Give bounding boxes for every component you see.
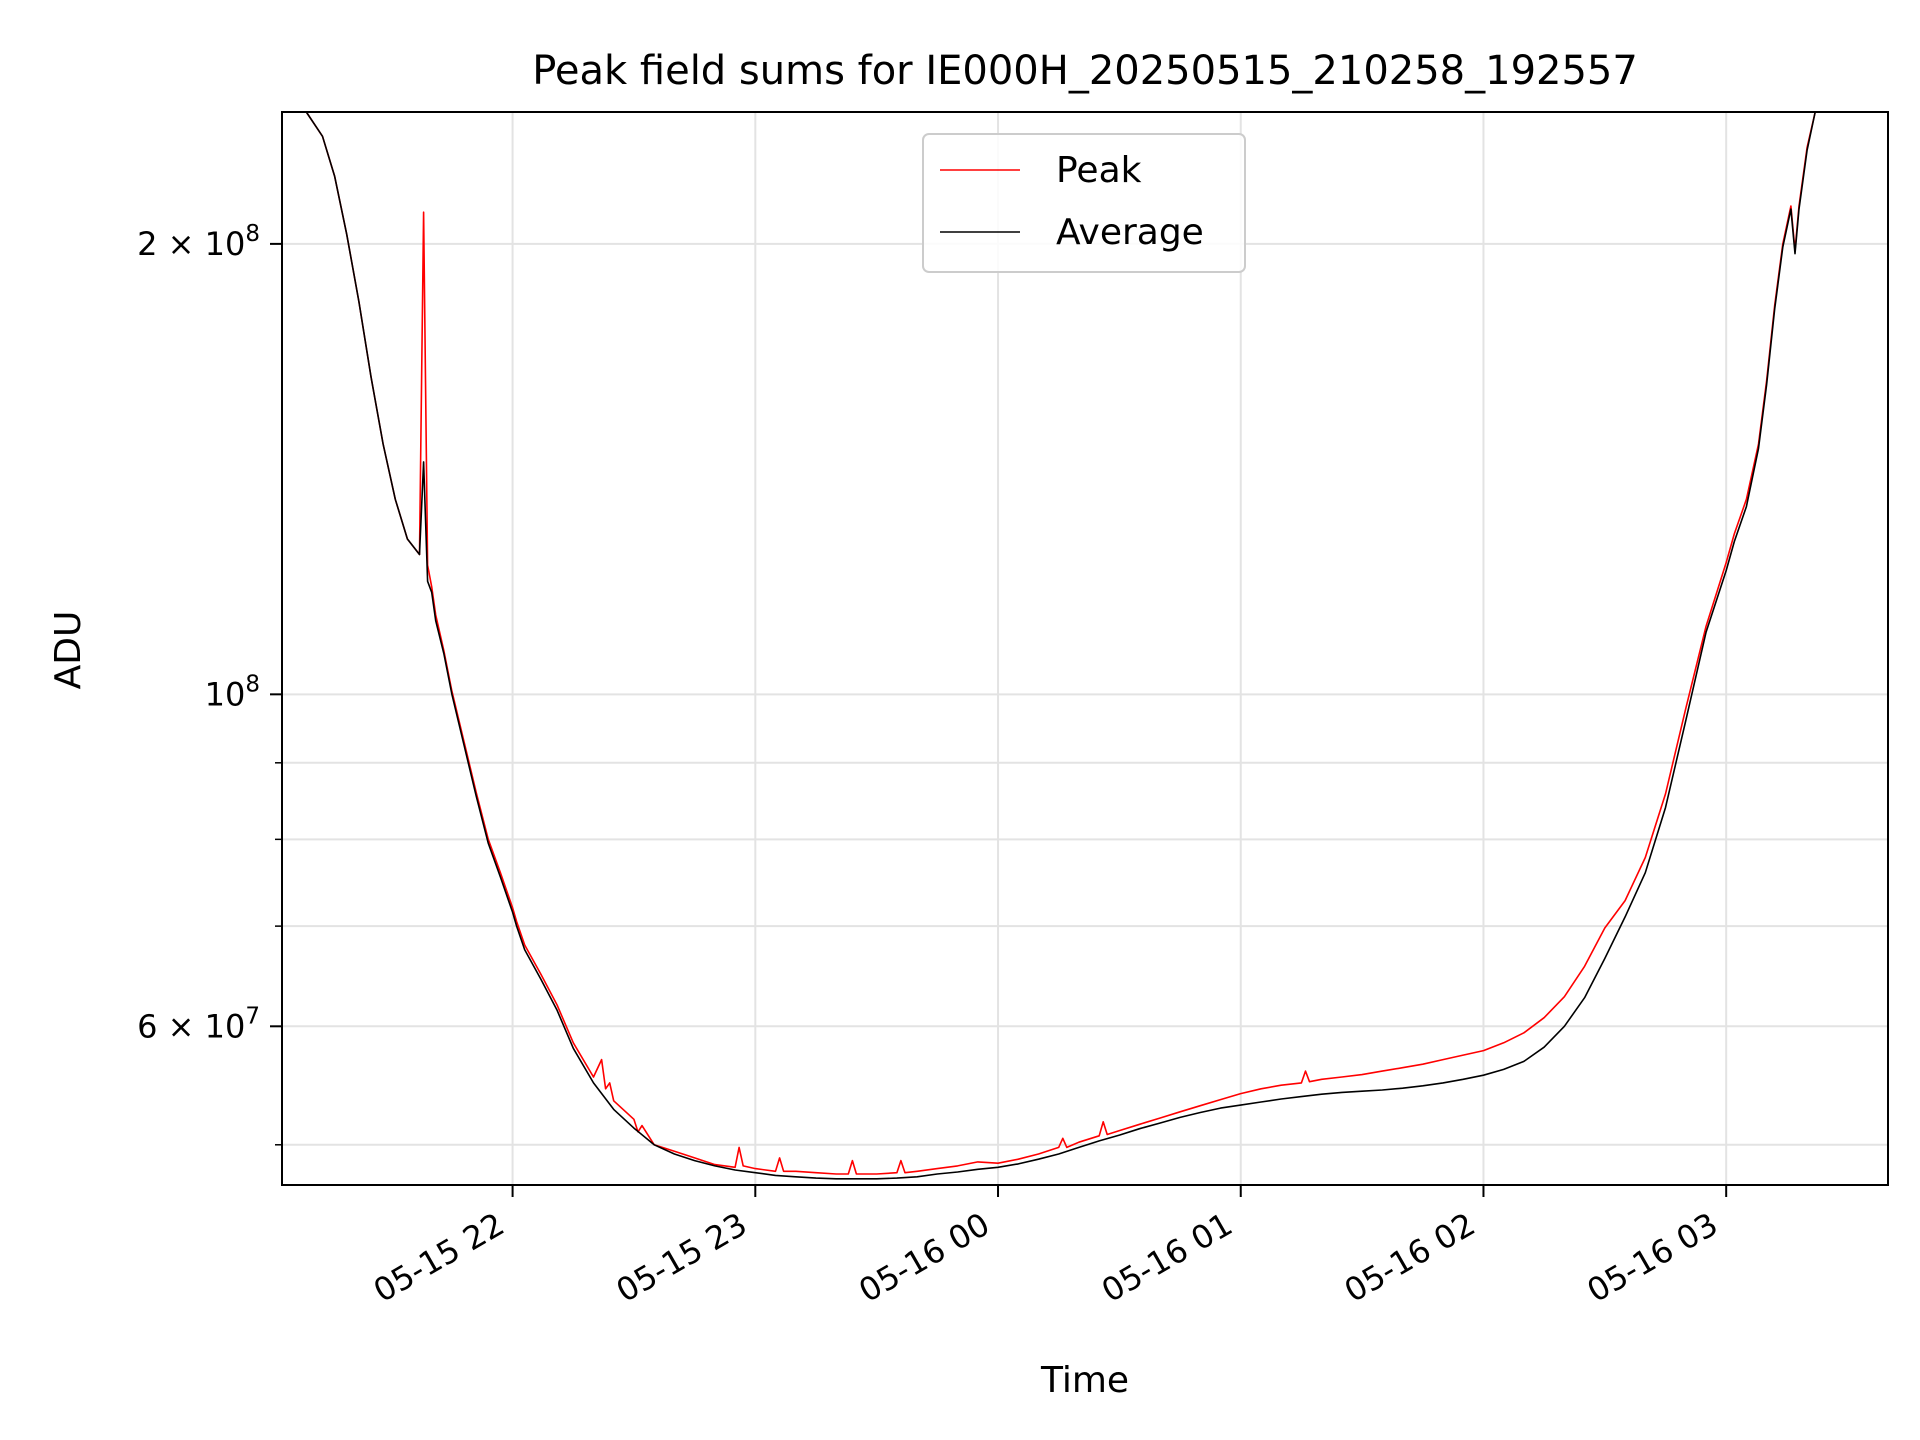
y-axis-label: ADU	[48, 611, 89, 690]
series-line-peak	[305, 111, 1828, 1175]
y-tick-label-0: 2 × 108	[137, 221, 260, 263]
y-tick-label-1: 108	[205, 671, 260, 713]
legend-label-peak: Peak	[1056, 150, 1142, 191]
x-axis-label: Time	[1040, 1360, 1129, 1401]
y-tick-label-2: 6 × 107	[137, 1003, 260, 1045]
plot-frame	[281, 111, 1889, 1186]
series-line-average	[305, 111, 1828, 1180]
y-axis: 2 × 108 108 6 × 107	[137, 221, 282, 1146]
series-layer	[305, 111, 1828, 1180]
legend: Peak Average	[922, 133, 1246, 273]
chart-title: Peak field sums for IE000H_20250515_2102…	[532, 48, 1638, 94]
legend-box	[922, 133, 1246, 273]
legend-label-average: Average	[1056, 212, 1204, 253]
